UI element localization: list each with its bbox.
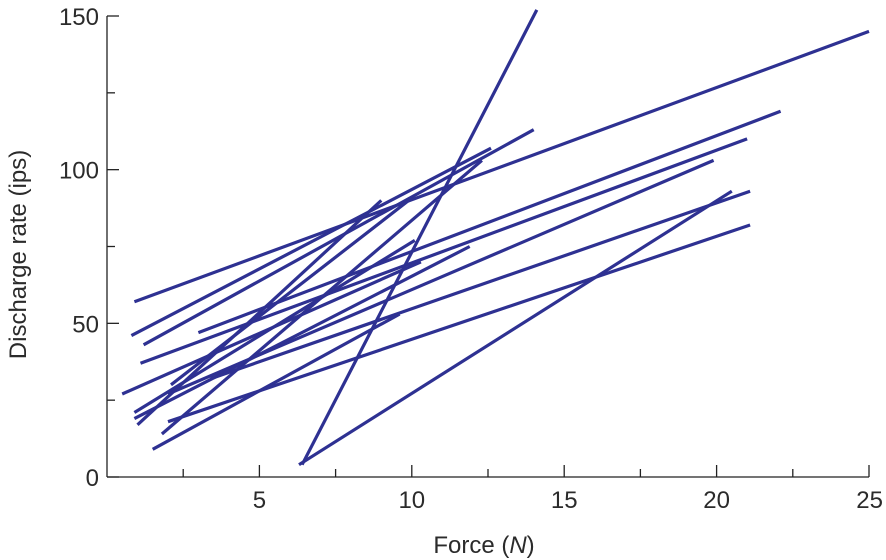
x-axis-title-close: )	[527, 532, 535, 559]
regression-line	[298, 189, 733, 467]
regression-line	[121, 260, 422, 396]
regression-line	[151, 312, 401, 451]
regression-line	[130, 146, 492, 338]
regression-line	[300, 9, 539, 466]
x-axis-title-text: Force (	[433, 532, 509, 559]
regression-line	[170, 199, 410, 387]
axes-layer	[106, 16, 869, 478]
x-tick-label: 20	[703, 487, 730, 514]
x-axis-title: Force (N)	[433, 532, 534, 559]
x-tick-label: 15	[551, 487, 578, 514]
regression-line	[160, 159, 483, 436]
y-tick-label: 50	[72, 311, 99, 338]
regression-line	[133, 245, 471, 421]
regression-line	[136, 199, 383, 426]
ticks-layer: 0 50 100 150 5 10 15 20 25	[59, 4, 883, 514]
y-tick-label: 100	[59, 158, 99, 185]
x-tick-label: 25	[856, 487, 883, 514]
regression-line	[133, 29, 870, 304]
x-tick-label: 10	[398, 487, 425, 514]
y-tick-label: 0	[86, 465, 99, 492]
regression-line	[142, 128, 535, 347]
y-axis-title: Discharge rate (ips)	[5, 150, 32, 359]
x-axis-title-unit: N	[509, 532, 527, 559]
y-tick-label: 150	[59, 4, 99, 31]
series-layer	[121, 9, 870, 467]
regression-line	[197, 109, 782, 335]
regression-line	[210, 189, 751, 381]
regression-line	[139, 137, 748, 365]
x-tick-label: 5	[253, 487, 266, 514]
